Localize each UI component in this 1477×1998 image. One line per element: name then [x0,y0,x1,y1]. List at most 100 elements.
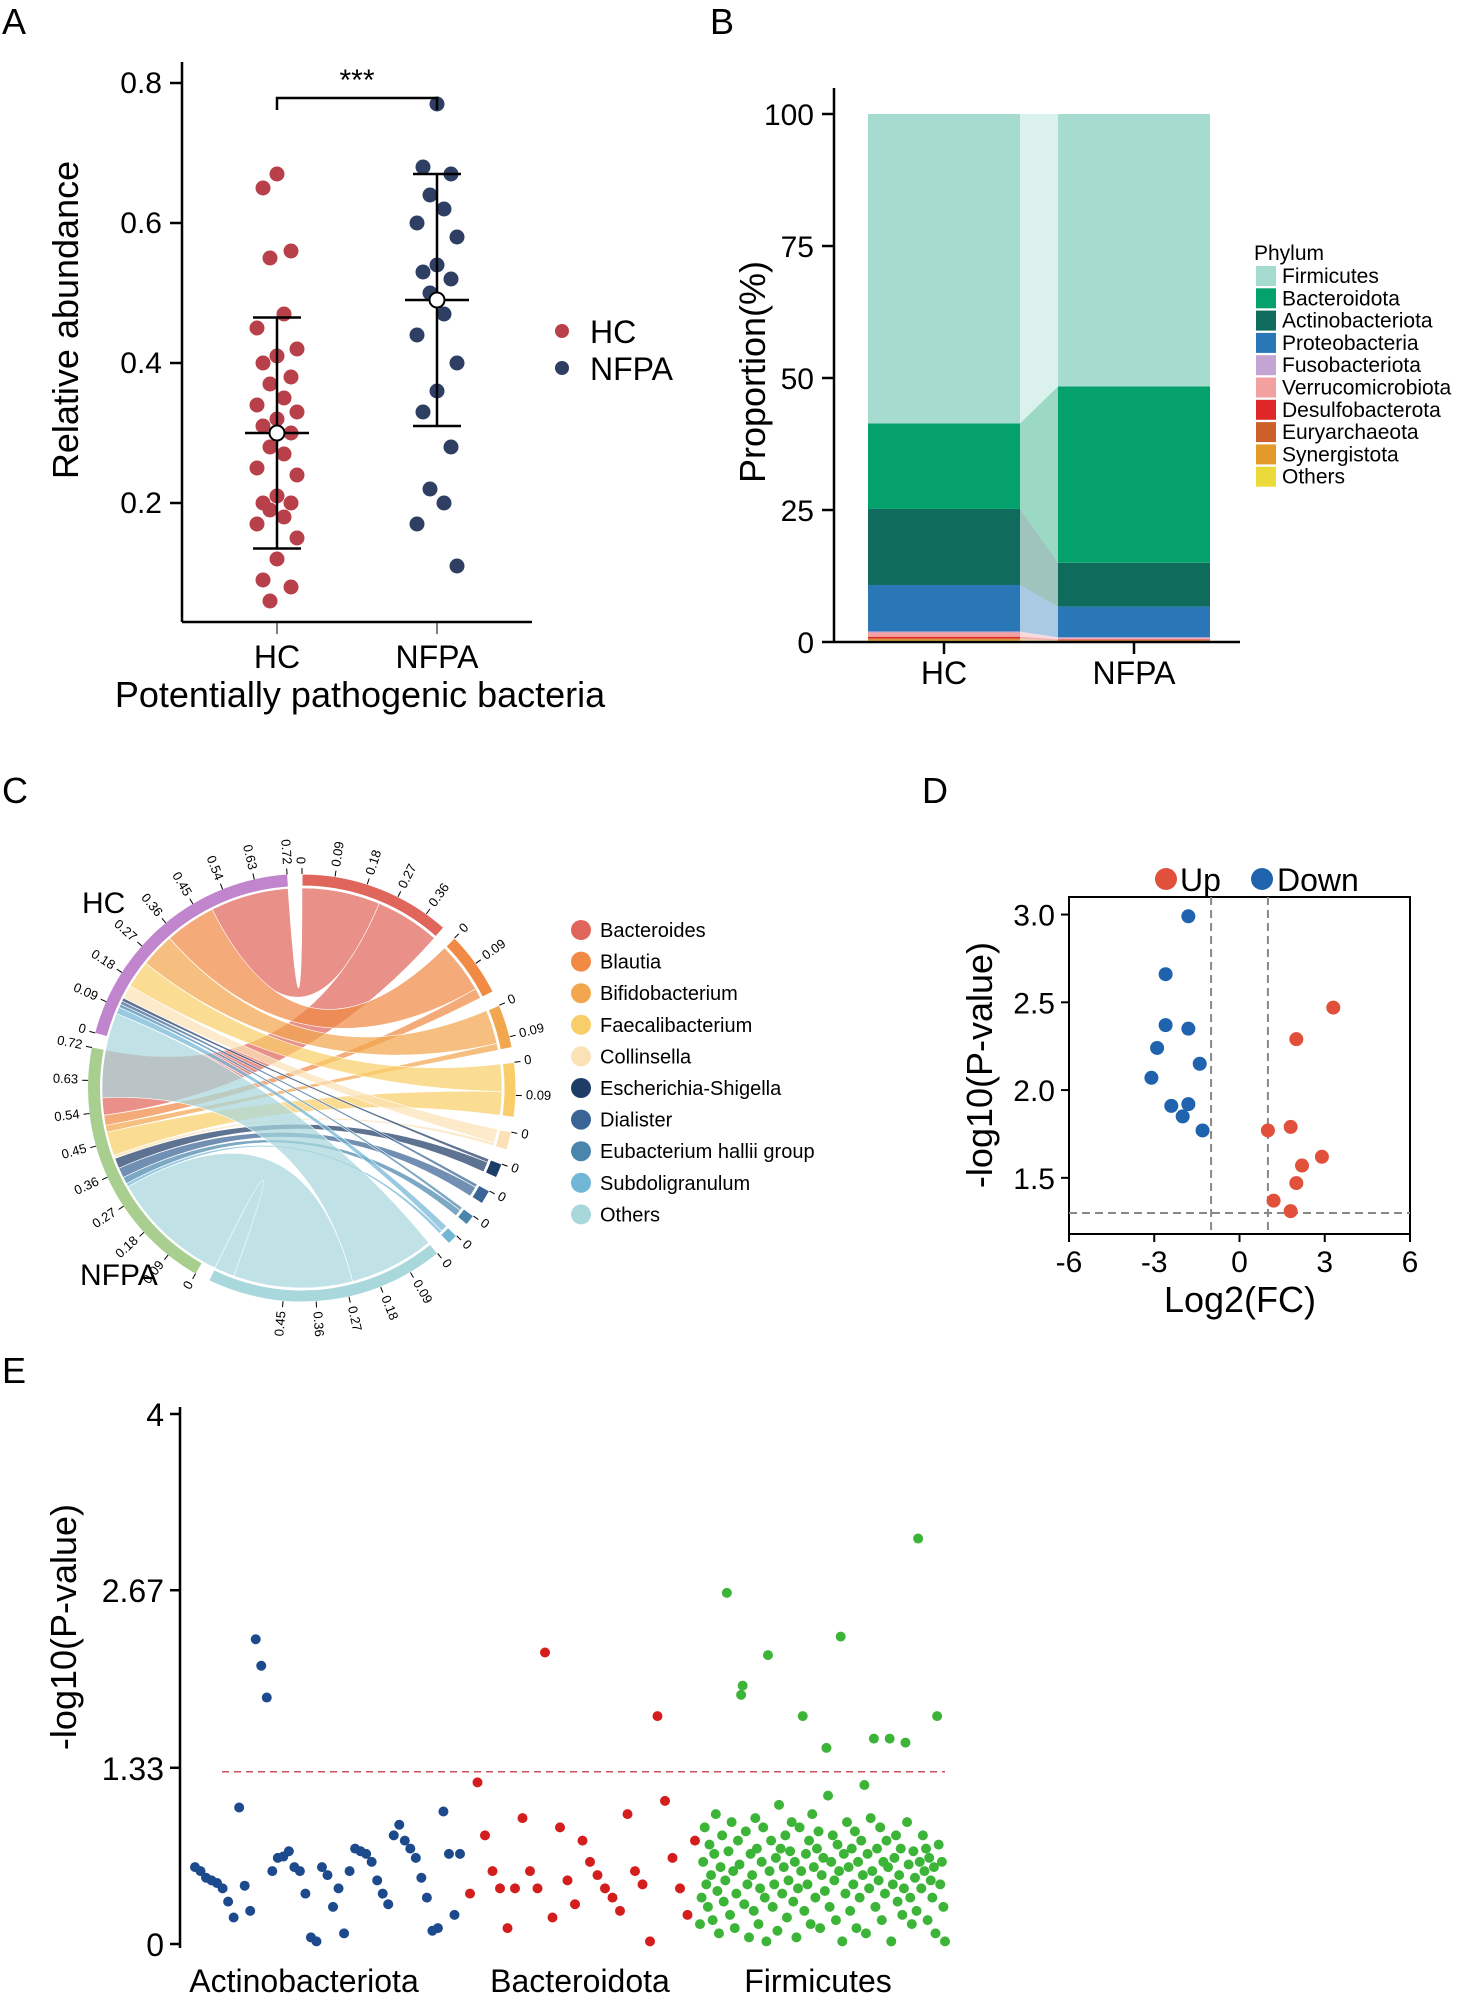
bar-segment-fusobacteriota-nfpa [1058,637,1210,639]
manhattan-point-firmicutes [837,1936,848,1947]
panel-b-x-tick-label: HC [921,655,967,691]
manhattan-point-firmicutes [916,1883,927,1894]
chord-others-tick-label: 0.09 [410,1277,436,1306]
chord-hc-tick [189,898,194,905]
panel-e-y-tick-label: 1.33 [102,1751,164,1787]
chord-arc-dialister [471,1184,491,1205]
bar-segment-desulfobacterota-nfpa [1058,639,1210,640]
manhattan-point-firmicutes [772,1925,783,1936]
chord-legend-label-bacteroides: Bacteroides [600,920,706,942]
manhattan-point-firmicutes [913,1533,924,1544]
manhattan-point-firmicutes [728,1866,739,1877]
chord-legend-marker-faecalibacterium [571,1014,591,1035]
manhattan-point-firmicutes [729,1923,740,1934]
chord-nfpa-tick-label: 0.36 [72,1174,101,1198]
panel-a-y-tick-label: 0.6 [120,207,162,240]
alluvial-flow-verrucomicrobiota [1020,632,1058,640]
manhattan-point-bacteroidota [652,1711,663,1722]
panel-a-point-hc [255,355,271,371]
chord-nfpa-tick [85,1045,92,1048]
manhattan-point-firmicutes [750,1813,761,1824]
chord-dialister-tick [489,1190,496,1195]
bar-segment-desulfobacterota-hc [868,636,1020,639]
manhattan-point-firmicutes [873,1875,884,1886]
manhattan-point-firmicutes [922,1915,933,1926]
panel-a-point-hc [262,593,278,609]
chord-hc-tick-label: 0 [77,1020,88,1036]
panel-d-x-tick-label: -6 [1056,1246,1083,1279]
panel-d-y-label: -log10(P-value) [959,942,1000,1188]
manhattan-point-bacteroidota [555,1822,565,1833]
manhattan-point-firmicutes [868,1733,879,1744]
panel-d-y-tick-label: 2.0 [1013,1075,1055,1108]
manhattan-point-firmicutes [717,1830,728,1841]
legend-swatch-firmicutes [1256,266,1276,286]
volcano-point-up [1326,1000,1341,1015]
panel-a-point-hc [283,243,299,259]
manhattan-point-firmicutes [842,1817,852,1828]
mean-marker-nfpa [428,291,446,309]
manhattan-point-firmicutes [702,1901,713,1912]
alluvial-flow-synergistota [1020,639,1058,641]
volcano-point-down [1150,1040,1165,1055]
manhattan-point-bacteroidota [547,1912,558,1923]
volcano-point-down [1181,1021,1196,1036]
manhattan-point-bacteroidota [510,1883,520,1894]
manhattan-point-actinobacteriota [394,1819,405,1830]
manhattan-point-firmicutes [742,1879,753,1890]
panel-a-point-hc [269,551,285,567]
manhattan-point-actinobacteriota [322,1870,333,1881]
panel-a-point-hc [276,390,292,406]
chord-nfpa-tick [139,1231,145,1237]
chord-blautia-tick [475,959,482,964]
significance-bracket [275,96,439,110]
bar-segment-verrucomicrobiota-nfpa [1058,638,1210,640]
manhattan-point-firmicutes [789,1856,800,1867]
chord-legend-marker-others [571,1204,591,1225]
manhattan-point-firmicutes [761,1936,772,1947]
panel-a-x-tick-label: HC [254,639,300,675]
legend-label-synergistota: Synergistota [1282,443,1399,466]
manhattan-point-firmicutes [876,1915,887,1926]
manhattan-point-firmicutes [696,1892,707,1903]
panel-e-x-label-firmicutes: Firmicutes [744,1963,892,1998]
manhattan-point-firmicutes [891,1830,901,1841]
manhattan-point-firmicutes [887,1879,898,1890]
chord-nfpa-tick [118,1205,124,1210]
manhattan-point-firmicutes [897,1909,908,1920]
manhattan-point-firmicutes [783,1875,794,1886]
manhattan-point-firmicutes [872,1843,883,1854]
legend-marker-hc [555,324,569,338]
legend-swatch-bacteroidota [1256,288,1276,309]
manhattan-point-actinobacteriota [300,1888,311,1899]
chord-nfpa-tick-label: 0.54 [53,1106,80,1124]
legend-swatch-others [1256,466,1276,487]
panel-a-x-tick-label: NFPA [396,639,480,675]
manhattan-point-actinobacteriota [328,1901,339,1912]
manhattan-point-bacteroidota [637,1879,648,1890]
manhattan-point-firmicutes [883,1862,894,1873]
chord-hc-tick-label: 0.72 [278,839,295,865]
panel-a-point-nfpa [415,264,431,280]
manhattan-point-firmicutes [726,1817,737,1828]
chord-arc-faecalibacterium [501,1061,517,1118]
manhattan-point-firmicutes [846,1843,857,1854]
panel-b-y-tick-label: 25 [781,495,814,528]
manhattan-point-firmicutes [892,1896,903,1907]
panel-a-point-hc [255,180,271,196]
manhattan-point-actinobacteriota [333,1883,344,1894]
manhattan-point-firmicutes [747,1870,758,1881]
manhattan-point-firmicutes [903,1859,914,1870]
manhattan-point-firmicutes [902,1817,913,1828]
chord-others-tick-label: 0.27 [345,1305,365,1333]
bar-segment-euryarchaeota-hc [868,638,1020,640]
volcano-point-down [1181,1097,1196,1112]
manhattan-point-firmicutes [786,1817,797,1828]
chord-hc-tick [89,1030,96,1034]
manhattan-point-bacteroidota [525,1866,535,1877]
alluvial-flow-bacteroidota [1020,386,1058,563]
panel-b-y-tick-label: 75 [781,231,814,264]
manhattan-point-firmicutes [870,1901,881,1912]
chord-bacteroides-tick [366,878,370,885]
manhattan-point-firmicutes [725,1909,736,1920]
